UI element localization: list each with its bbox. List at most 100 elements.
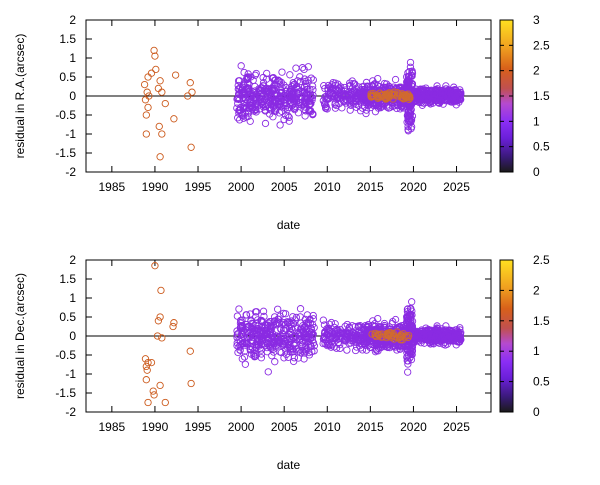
data-point [331,320,339,328]
data-point [345,88,353,96]
data-point [289,319,297,328]
data-point [235,85,243,93]
data-point [151,52,159,60]
data-point [187,143,195,151]
data-point [235,343,243,351]
data-point [346,79,354,87]
data-point [343,346,351,354]
data-point [439,87,448,95]
data-point [320,82,328,90]
y-tick-label: -1.5 [55,146,76,160]
data-point [257,350,266,358]
data-point [281,337,289,346]
data-point [438,92,446,101]
data-point [252,320,260,328]
data-point [307,108,315,116]
data-point [406,305,415,313]
y-tick-label: -2 [65,165,76,179]
data-point [408,298,416,306]
colorbar-tick-label: 0 [533,165,540,179]
data-point [303,345,311,353]
data-point [405,82,413,90]
data-point [456,324,464,332]
data-point [260,86,268,94]
data-point [297,93,306,101]
colorbar-tick-label: 0.5 [533,375,550,389]
data-point [150,46,158,55]
data-point [382,95,390,103]
data-point [319,316,328,324]
data-point [266,325,275,333]
data-point [141,96,150,104]
data-point [303,82,311,90]
data-point [346,334,354,342]
data-point [369,81,377,90]
data-point [287,317,295,325]
data-point [255,328,264,337]
data-point [171,71,180,79]
data-point [331,99,339,107]
colorbar-tick-label: 2.5 [533,38,550,52]
data-point [382,339,390,347]
data-point [144,398,152,407]
data-point [248,101,256,110]
data-point [403,348,411,357]
data-point [249,76,257,84]
data-point [271,358,279,366]
data-point [296,73,304,81]
data-point [233,339,241,347]
data-point [354,83,362,91]
data-point [364,336,373,345]
data-point [301,315,309,324]
data-point [260,312,268,321]
data-point [238,355,246,363]
data-point [347,339,355,347]
y-tick-label: -0.5 [55,108,76,122]
data-point [278,68,286,76]
x-tick-label: 2015 [357,180,384,194]
data-points [140,46,465,161]
data-point [247,337,255,345]
data-point [251,94,259,102]
data-point [356,323,364,332]
data-point [286,327,294,336]
x-tick-label: 1985 [98,180,125,194]
data-point [251,71,259,79]
data-point [289,357,298,366]
x-tick-label: 2020 [400,420,427,434]
data-point [278,83,286,91]
y-tick-label: 1 [69,51,76,65]
data-point [452,101,460,109]
data-point [258,97,267,106]
data-point [257,335,266,343]
data-point [404,69,412,77]
data-point [307,92,315,101]
data-point [326,85,335,93]
data-point [384,343,392,352]
data-point [424,96,432,104]
x-tick-label: 2010 [314,420,341,434]
data-point [147,69,156,77]
colorbar-tick-label: 0.5 [533,140,550,154]
data-point [431,89,439,98]
data-point [397,331,405,339]
data-point [358,346,367,354]
data-point [331,334,339,342]
data-point [158,334,166,342]
data-point [234,77,243,85]
data-point [374,314,382,323]
data-point [252,91,260,99]
colorbar-tick-label: 1 [533,344,540,358]
data-point [304,63,312,71]
data-point [453,338,461,346]
x-tick-label: 1995 [185,180,212,194]
data-point [346,106,354,114]
data-point [149,387,157,395]
data-point [140,80,149,89]
data-point [156,313,164,321]
data-point [324,331,332,339]
data-point [290,340,299,348]
data-point [280,96,288,104]
data-point [233,312,242,320]
data-point [404,360,412,368]
